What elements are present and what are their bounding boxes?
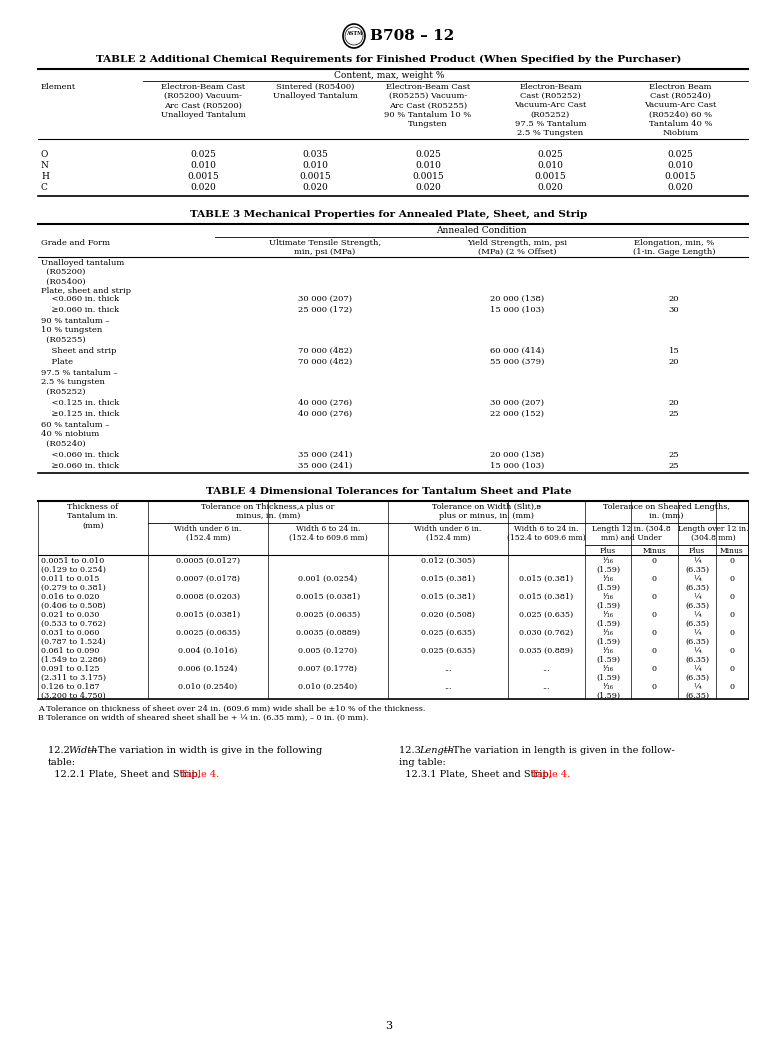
Text: TABLE 2 Additional Chemical Requirements for Finished Product (When Specified by: TABLE 2 Additional Chemical Requirements… [96, 55, 682, 65]
Text: 0.0015 (0.0381): 0.0015 (0.0381) [176, 611, 240, 619]
Text: 0.0007 (0.0178): 0.0007 (0.0178) [176, 575, 240, 583]
Text: Electron Beam
Cast (R05240)
Vacuum-Arc Cast
(R05240) 60 %
Tantalum 40 %
Niobium: Electron Beam Cast (R05240) Vacuum-Arc C… [644, 83, 717, 137]
Text: 0.0035 (0.0889): 0.0035 (0.0889) [296, 629, 360, 637]
Text: 90 % tantalum –
10 % tungsten
  (R05255): 90 % tantalum – 10 % tungsten (R05255) [41, 318, 110, 344]
Text: 0.0015: 0.0015 [412, 172, 444, 181]
Text: 12.2.1 Plate, Sheet and Strip,: 12.2.1 Plate, Sheet and Strip, [48, 770, 204, 779]
Text: Content, max, weight %: Content, max, weight % [334, 71, 444, 80]
Text: 0.0008 (0.0203): 0.0008 (0.0203) [176, 593, 240, 601]
Text: H: H [41, 172, 49, 181]
Text: ¼
(6.35): ¼ (6.35) [685, 683, 709, 701]
Text: 0: 0 [652, 648, 657, 655]
Text: 0: 0 [730, 648, 734, 655]
Text: ¹⁄₁₆
(1.59): ¹⁄₁₆ (1.59) [596, 557, 620, 575]
Text: ...: ... [543, 683, 550, 691]
Text: 55 000 (379): 55 000 (379) [490, 358, 545, 366]
Text: 40 000 (276): 40 000 (276) [298, 410, 352, 418]
Text: ¹⁄₁₆
(1.59): ¹⁄₁₆ (1.59) [596, 611, 620, 628]
Text: 0.025: 0.025 [668, 150, 693, 159]
Text: 0.020 (0.508): 0.020 (0.508) [421, 611, 475, 619]
Text: ¼
(6.35): ¼ (6.35) [685, 648, 709, 664]
Text: 0.021 to 0.030
(0.533 to 0.762): 0.021 to 0.030 (0.533 to 0.762) [41, 611, 106, 628]
Text: 0.004 (0.1016): 0.004 (0.1016) [178, 648, 238, 655]
Text: ¹⁄₁₆
(1.59): ¹⁄₁₆ (1.59) [596, 648, 620, 664]
Text: 15 000 (103): 15 000 (103) [490, 462, 545, 469]
Text: 60 % tantalum –
40 % niobium
  (R05240): 60 % tantalum – 40 % niobium (R05240) [41, 421, 110, 448]
Text: 35 000 (241): 35 000 (241) [298, 451, 352, 459]
Text: Electron-Beam
Cast (R05252)
Vacuum-Arc Cast
(R05252)
97.5 % Tantalum
2.5 % Tungs: Electron-Beam Cast (R05252) Vacuum-Arc C… [514, 83, 587, 137]
Text: 0.020: 0.020 [190, 183, 216, 192]
Text: 0.0025 (0.0635): 0.0025 (0.0635) [176, 629, 240, 637]
Text: 0: 0 [730, 575, 734, 583]
Text: 0.0015: 0.0015 [534, 172, 566, 181]
Text: 0.025: 0.025 [538, 150, 563, 159]
Text: 0.0015: 0.0015 [187, 172, 219, 181]
Text: 0.061 to 0.090
(1.549 to 2.286): 0.061 to 0.090 (1.549 to 2.286) [41, 648, 106, 664]
Text: 20: 20 [669, 399, 679, 407]
Text: 0: 0 [730, 557, 734, 565]
Text: ...: ... [543, 665, 550, 672]
Text: 0.025: 0.025 [415, 150, 441, 159]
Text: ≥0.060 in. thick: ≥0.060 in. thick [41, 462, 119, 469]
Text: ≥0.125 in. thick: ≥0.125 in. thick [41, 410, 119, 418]
Text: —The variation in width is give in the following: —The variation in width is give in the f… [88, 746, 322, 755]
Text: 0.0025 (0.0635): 0.0025 (0.0635) [296, 611, 360, 619]
Text: Thickness of
Tantalum in.
(mm): Thickness of Tantalum in. (mm) [68, 503, 118, 530]
Text: 0.010: 0.010 [538, 161, 563, 170]
Text: 0.015 (0.381): 0.015 (0.381) [421, 575, 475, 583]
Text: Elongation, min, %
(1-in. Gage Length): Elongation, min, % (1-in. Gage Length) [633, 239, 715, 256]
Text: 0.020: 0.020 [415, 183, 441, 192]
Text: ¹⁄₁₆
(1.59): ¹⁄₁₆ (1.59) [596, 575, 620, 592]
Text: ¼
(6.35): ¼ (6.35) [685, 593, 709, 610]
Text: ¼
(6.35): ¼ (6.35) [685, 629, 709, 646]
Text: Plus: Plus [689, 547, 705, 555]
Text: 25: 25 [668, 462, 679, 469]
Text: Tolerance on Thickness,ᴀ plus or
minus, in. (mm): Tolerance on Thickness,ᴀ plus or minus, … [202, 503, 335, 520]
Text: 0: 0 [730, 611, 734, 619]
Text: 0: 0 [652, 665, 657, 672]
Text: 0.030 (0.762): 0.030 (0.762) [520, 629, 573, 637]
Text: A Tolerance on thickness of sheet over 24 in. (609.6 mm) wide shall be ±10 % of : A Tolerance on thickness of sheet over 2… [38, 705, 426, 713]
Text: 0.015 (0.381): 0.015 (0.381) [421, 593, 475, 601]
Text: 20: 20 [669, 358, 679, 366]
Text: Minus: Minus [643, 547, 667, 555]
Text: Width under 6 in.
(152.4 mm): Width under 6 in. (152.4 mm) [415, 525, 482, 542]
Text: Plus: Plus [600, 547, 616, 555]
Text: C: C [41, 183, 48, 192]
Text: Sintered (R05400)
Unalloyed Tantalum: Sintered (R05400) Unalloyed Tantalum [273, 83, 358, 100]
Text: ¼
(6.35): ¼ (6.35) [685, 557, 709, 575]
Text: B Tolerance on width of sheared sheet shall be + ¼ in. (6.35 mm), – 0 in. (0 mm): B Tolerance on width of sheared sheet sh… [38, 714, 369, 722]
Text: 12.2: 12.2 [48, 746, 73, 755]
Text: 0.0051 to 0.010
(0.129 to 0.254): 0.0051 to 0.010 (0.129 to 0.254) [41, 557, 106, 575]
Text: ¼
(6.35): ¼ (6.35) [685, 575, 709, 592]
Text: Sheet and strip: Sheet and strip [41, 347, 117, 355]
Text: 60 000 (414): 60 000 (414) [490, 347, 545, 355]
Text: 0: 0 [652, 557, 657, 565]
Text: 12.3.1 Plate, Sheet and Strip,: 12.3.1 Plate, Sheet and Strip, [399, 770, 555, 779]
Text: Annealed Condition: Annealed Condition [436, 226, 527, 235]
Text: 0.0015: 0.0015 [300, 172, 331, 181]
Text: 20 000 (138): 20 000 (138) [490, 451, 545, 459]
Text: 0.011 to 0.015
(0.279 to 0.381): 0.011 to 0.015 (0.279 to 0.381) [41, 575, 106, 592]
Text: N: N [41, 161, 49, 170]
Text: ¹⁄₁₆
(1.59): ¹⁄₁₆ (1.59) [596, 629, 620, 646]
Text: Plate: Plate [41, 358, 73, 366]
Text: TABLE 4 Dimensional Tolerances for Tantalum Sheet and Plate: TABLE 4 Dimensional Tolerances for Tanta… [206, 487, 572, 496]
Text: 0.025 (0.635): 0.025 (0.635) [421, 648, 475, 655]
Text: 0: 0 [730, 665, 734, 672]
Text: ...: ... [444, 683, 452, 691]
Text: 97.5 % tantalum –
2.5 % tungsten
  (R05252): 97.5 % tantalum – 2.5 % tungsten (R05252… [41, 369, 117, 396]
Text: 0: 0 [652, 593, 657, 601]
Text: Width 6 to 24 in.
(152.4 to 609.6 mm): Width 6 to 24 in. (152.4 to 609.6 mm) [289, 525, 367, 542]
Text: ¹⁄₁₆
(1.59): ¹⁄₁₆ (1.59) [596, 683, 620, 701]
Text: 0.020: 0.020 [668, 183, 693, 192]
Text: 0.010: 0.010 [303, 161, 328, 170]
Text: 0: 0 [730, 629, 734, 637]
Text: 0: 0 [730, 683, 734, 691]
Text: 0.006 (0.1524): 0.006 (0.1524) [178, 665, 238, 672]
Text: ASTM: ASTM [345, 31, 363, 36]
Text: 0: 0 [652, 683, 657, 691]
Text: 0: 0 [730, 593, 734, 601]
Text: Width 6 to 24 in.
(152.4 to 609.6 mm): Width 6 to 24 in. (152.4 to 609.6 mm) [507, 525, 586, 542]
Text: 0.035 (0.889): 0.035 (0.889) [520, 648, 573, 655]
